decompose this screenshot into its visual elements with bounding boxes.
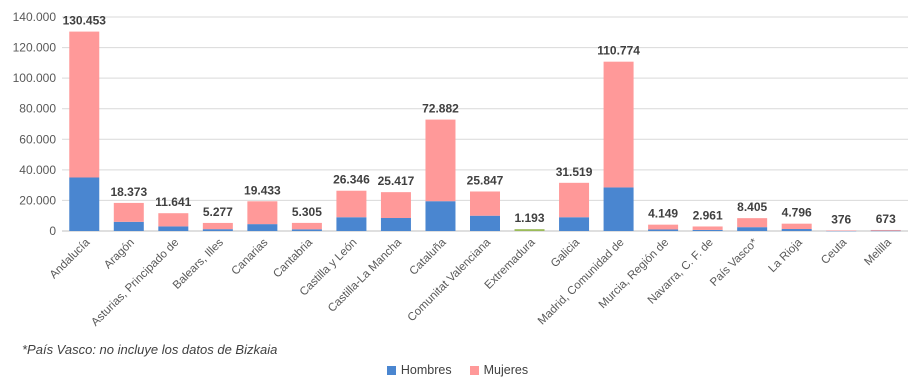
legend: Hombres Mujeres bbox=[0, 363, 915, 377]
bar-segment-mujeres bbox=[380, 192, 411, 219]
bar-segment-mujeres bbox=[781, 223, 812, 230]
x-category-label: La Rioja bbox=[766, 236, 805, 275]
bar-segment-mujeres bbox=[69, 31, 100, 178]
bar-segment-mujeres bbox=[202, 222, 233, 230]
bar-total-label: 376 bbox=[831, 212, 851, 226]
x-category-label: Asturias, Principado de bbox=[89, 237, 181, 329]
bar-segment-mujeres bbox=[425, 119, 456, 202]
bar-total-label: 18.373 bbox=[110, 185, 147, 199]
bar-segment-mujeres bbox=[247, 201, 278, 225]
bar-segment-mujeres bbox=[470, 191, 500, 216]
y-tick-label: 0 bbox=[49, 224, 56, 238]
bar-segment-hombres bbox=[826, 230, 857, 232]
legend-item-mujeres: Mujeres bbox=[469, 363, 529, 377]
bar-total-label: 130.453 bbox=[63, 14, 107, 28]
bar-total-label: 110.774 bbox=[597, 44, 640, 58]
x-category-label: Canarias bbox=[229, 236, 270, 277]
bar-segment-hombres bbox=[648, 229, 679, 231]
x-category-label: Comunitat Valenciana bbox=[406, 236, 494, 324]
bar-segment-mujeres bbox=[603, 61, 634, 188]
x-category-label: País Vasco* bbox=[708, 236, 761, 289]
x-category-label: Melilla bbox=[862, 236, 894, 268]
bar-segment-hombres bbox=[69, 177, 100, 231]
bar-segment-mujeres bbox=[291, 222, 322, 230]
bar-segment-mujeres bbox=[870, 229, 901, 231]
y-tick-label: 20.000 bbox=[19, 193, 56, 207]
bar-segment-mujeres bbox=[648, 224, 679, 230]
x-category-label: Madrid, Comunidad de bbox=[536, 237, 627, 328]
bar-segment-hombres bbox=[291, 229, 322, 231]
bar-segment-hombres bbox=[202, 229, 233, 231]
x-category-label: Aragón bbox=[102, 237, 137, 272]
gridlines bbox=[62, 16, 908, 232]
bar-segment-hombres bbox=[559, 217, 590, 231]
bar-segment-mujeres bbox=[336, 190, 367, 218]
y-tick-label: 60.000 bbox=[19, 132, 56, 146]
bar-segment-hombres bbox=[603, 187, 634, 231]
bar-segment-hombres bbox=[113, 221, 144, 231]
x-category-label: Galicia bbox=[549, 236, 583, 270]
bar-total-label: 673 bbox=[876, 212, 896, 226]
x-category-label: Castilla-La Mancha bbox=[326, 236, 405, 315]
bar-total-label: 1.193 bbox=[515, 211, 545, 225]
footnote: *País Vasco: no incluye los datos de Biz… bbox=[22, 342, 278, 357]
bar-total-label: 25.847 bbox=[467, 173, 504, 187]
bar-segment-hombres bbox=[870, 230, 901, 232]
bar-total-label: 5.277 bbox=[203, 205, 233, 219]
legend-item-hombres: Hombres bbox=[386, 363, 452, 377]
bars bbox=[69, 31, 901, 232]
bar-segment-hombres bbox=[247, 224, 278, 231]
legend-swatch-hombres bbox=[386, 365, 396, 375]
x-category-label: Cataluña bbox=[408, 236, 449, 277]
bar-total-label: 26.346 bbox=[333, 173, 370, 187]
bar-total-label: 11.641 bbox=[155, 195, 191, 209]
bar-segment-hombres bbox=[470, 215, 500, 231]
bar-segment-mujeres bbox=[692, 226, 723, 230]
bar-total-label: 31.519 bbox=[556, 165, 593, 179]
bar-segment-hombres bbox=[737, 227, 768, 231]
x-category-label: Cantabria bbox=[271, 236, 315, 280]
bar-segment-hombres bbox=[692, 229, 723, 231]
bar-segment-hombres bbox=[158, 226, 189, 231]
bar-total-label: 4.796 bbox=[782, 206, 812, 220]
bar-segment-mujeres bbox=[158, 213, 189, 227]
legend-swatch-mujeres bbox=[469, 365, 479, 375]
y-tick-label: 140.000 bbox=[13, 10, 57, 24]
x-category-label: Andalucía bbox=[48, 236, 93, 281]
bar-total-label: 19.433 bbox=[244, 183, 281, 197]
bar-total-label: 25.417 bbox=[378, 174, 415, 188]
y-tick-label: 100.000 bbox=[13, 71, 57, 85]
legend-label-hombres: Hombres bbox=[400, 363, 452, 377]
legend-label-mujeres: Mujeres bbox=[483, 363, 529, 377]
bar-total-label: 72.882 bbox=[422, 102, 459, 116]
bar-segment-mujeres bbox=[113, 202, 144, 222]
bar-segment-mujeres bbox=[737, 218, 768, 228]
bar-segment-hombres bbox=[336, 217, 367, 231]
bar-segment-hombres bbox=[514, 229, 545, 231]
bar-total-label: 2.961 bbox=[693, 208, 723, 222]
data-labels: 130.453 18.373 11.641 5.277 19.433 5.305 26.34… bbox=[63, 14, 897, 227]
bar-total-label: 8.405 bbox=[737, 200, 767, 214]
bar-total-label: 5.305 bbox=[292, 205, 322, 219]
y-tick-label: 80.000 bbox=[19, 102, 56, 116]
bar-segment-hombres bbox=[380, 218, 411, 231]
bar-segment-hombres bbox=[425, 201, 456, 231]
bar-segment-mujeres bbox=[559, 182, 590, 218]
bar-total-label: 4.149 bbox=[648, 207, 678, 221]
bar-segment-mujeres bbox=[826, 230, 857, 231]
x-category-label: Ceuta bbox=[819, 236, 850, 267]
bar-segment-hombres bbox=[781, 229, 812, 231]
y-tick-label: 120.000 bbox=[13, 41, 57, 55]
y-axis: 0 20.000 40.000 60.000 80.000 100.000 120.000 1… bbox=[13, 10, 57, 238]
y-tick-label: 40.000 bbox=[19, 163, 56, 177]
